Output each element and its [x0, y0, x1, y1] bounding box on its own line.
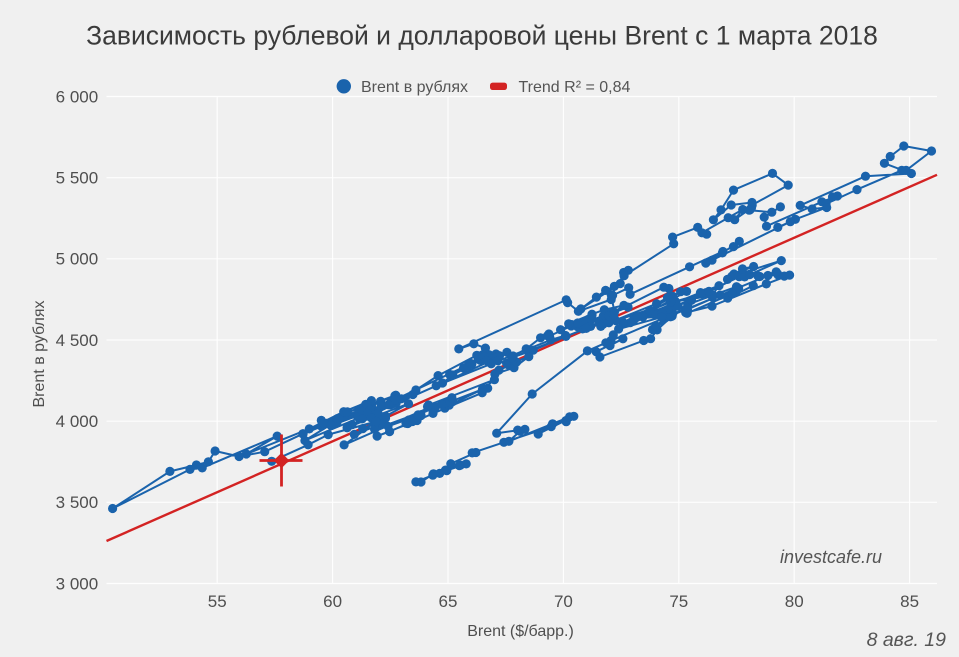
svg-text:4 000: 4 000: [56, 412, 99, 431]
svg-text:55: 55: [208, 592, 227, 611]
svg-text:85: 85: [900, 592, 919, 611]
svg-text:5 000: 5 000: [56, 250, 99, 269]
svg-text:Brent ($/барр.): Brent ($/барр.): [467, 623, 574, 640]
svg-text:investcafe.ru: investcafe.ru: [780, 547, 882, 567]
svg-text:Brent в рублях: Brent в рублях: [31, 301, 48, 408]
svg-text:60: 60: [323, 592, 342, 611]
svg-text:70: 70: [554, 592, 573, 611]
svg-text:5 500: 5 500: [56, 169, 99, 188]
svg-text:6 000: 6 000: [56, 87, 99, 106]
svg-text:Brent в рублях: Brent в рублях: [361, 79, 468, 96]
svg-text:Trend R² = 0,84: Trend R² = 0,84: [519, 79, 631, 96]
svg-text:8 авг. 19: 8 авг. 19: [867, 629, 947, 651]
svg-text:Зависимость рублевой и долларо: Зависимость рублевой и долларовой цены B…: [86, 21, 878, 51]
svg-text:3 500: 3 500: [56, 493, 99, 512]
svg-text:80: 80: [785, 592, 804, 611]
svg-text:75: 75: [669, 592, 688, 611]
svg-text:3 000: 3 000: [56, 574, 99, 593]
svg-text:65: 65: [439, 592, 458, 611]
svg-text:4 500: 4 500: [56, 331, 99, 350]
